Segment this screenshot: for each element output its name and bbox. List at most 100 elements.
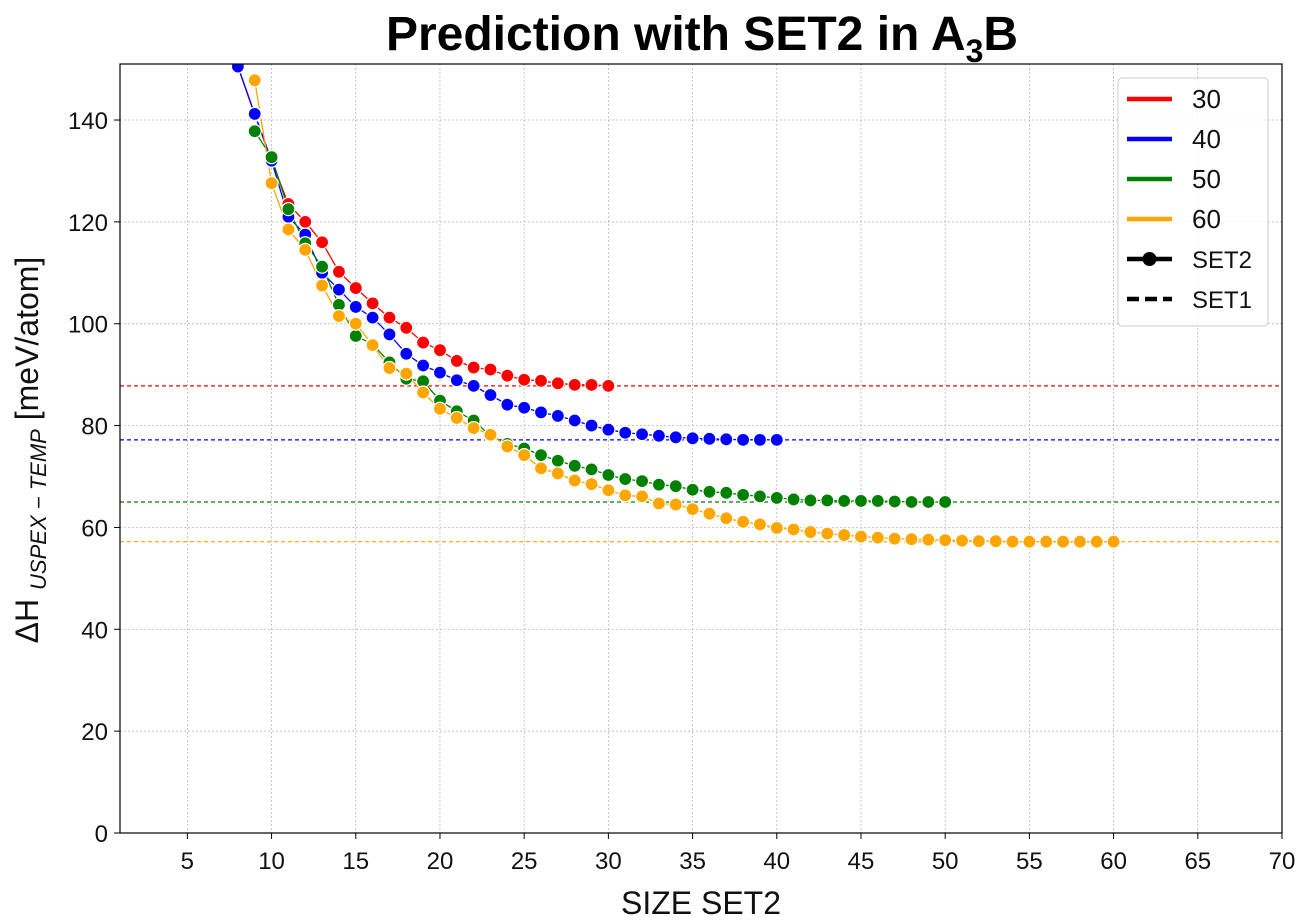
chart-title-subscript: 3: [966, 33, 984, 69]
point-40: [449, 373, 464, 388]
point-30: [500, 368, 515, 383]
point-40: [584, 418, 599, 433]
point-60: [416, 385, 431, 400]
point-60: [314, 278, 330, 293]
y-axis-label: ΔH USPEX − TEMP [meV/atom]: [9, 257, 51, 644]
point-60: [668, 497, 683, 512]
point-60: [634, 489, 650, 504]
point-40: [752, 432, 768, 447]
point-60: [348, 316, 363, 331]
point-60: [651, 496, 666, 511]
x-tick-label: 60: [1100, 848, 1127, 875]
point-60: [736, 514, 751, 529]
point-60: [298, 242, 313, 257]
point-30: [416, 335, 431, 350]
legend: 30 40 50 60 SET2 SET1: [1117, 77, 1269, 327]
point-40: [466, 378, 481, 393]
point-50: [752, 489, 768, 504]
x-tick-label: 50: [932, 848, 959, 875]
plot-frame: [119, 63, 1283, 834]
point-60: [466, 421, 481, 436]
point-40: [550, 408, 565, 424]
point-30: [365, 296, 380, 311]
point-60: [1022, 534, 1037, 549]
y-tick-label: 40: [81, 617, 108, 644]
point-60: [281, 222, 296, 237]
point-60: [837, 527, 852, 543]
point-50: [618, 471, 633, 487]
point-40: [517, 400, 532, 415]
point-60: [365, 338, 380, 353]
legend-label: SET1: [1192, 287, 1252, 314]
point-60: [803, 524, 818, 540]
x-tick-label: 40: [763, 848, 790, 875]
legend-label: 50: [1192, 164, 1221, 194]
y-tick-label: 20: [81, 719, 108, 746]
set1-reference-lines: [120, 385, 1282, 543]
grid-lines: [120, 64, 1283, 834]
x-tick-label: 15: [342, 848, 369, 875]
point-40: [416, 358, 431, 373]
y-axis-ticks: 0 20 40 60 80 100 120 140: [68, 108, 120, 848]
point-40: [432, 365, 448, 380]
point-60: [533, 461, 549, 476]
point-40: [702, 431, 717, 446]
point-60: [382, 360, 397, 376]
point-50: [853, 493, 869, 509]
point-50: [702, 484, 717, 499]
point-60: [685, 502, 700, 517]
point-60: [887, 531, 902, 546]
point-60: [247, 73, 262, 88]
point-30: [567, 377, 582, 392]
point-60: [1089, 534, 1104, 549]
point-60: [584, 477, 599, 492]
point-50: [584, 462, 599, 477]
x-tick-label: 65: [1184, 848, 1211, 875]
legend-label: 60: [1192, 204, 1221, 234]
point-60: [517, 448, 532, 463]
point-50: [668, 479, 683, 494]
point-40: [618, 425, 633, 440]
x-tick-label: 10: [258, 848, 285, 875]
point-60: [988, 534, 1003, 549]
point-60: [820, 526, 835, 541]
point-30: [550, 376, 565, 391]
x-tick-label: 25: [511, 848, 538, 875]
point-60: [331, 308, 347, 324]
point-60: [483, 427, 498, 442]
point-60: [752, 517, 768, 532]
point-60: [938, 533, 953, 548]
point-40: [483, 387, 498, 403]
point-50: [887, 494, 902, 509]
x-axis-ticks: 5 10 15 20 25 30 35 40 45 50 55 60 65 70: [181, 833, 1296, 875]
y-axis-label-main: ΔH: [9, 590, 45, 643]
point-30: [601, 378, 616, 393]
x-tick-label: 30: [595, 848, 622, 875]
point-40: [399, 346, 414, 361]
x-tick-label: 70: [1269, 848, 1296, 875]
y-tick-label: 100: [68, 312, 108, 339]
x-tick-label: 5: [181, 848, 194, 875]
legend-item-60: 60: [1127, 204, 1221, 234]
legend-item-40: 40: [1127, 124, 1221, 154]
point-50: [264, 150, 279, 165]
series-line-60: [254, 80, 1114, 543]
point-50: [314, 259, 330, 274]
point-40: [769, 432, 784, 447]
point-60: [432, 401, 448, 416]
point-50: [651, 477, 666, 492]
point-60: [399, 366, 414, 381]
chart-title-tail: B: [983, 8, 1018, 61]
point-50: [837, 493, 852, 509]
y-tick-label: 60: [81, 515, 108, 542]
legend-item-set1: SET1: [1127, 287, 1252, 314]
point-30: [348, 280, 363, 296]
point-50: [550, 453, 565, 468]
point-30: [399, 320, 414, 335]
point-50: [719, 485, 734, 500]
point-50: [736, 487, 751, 502]
point-60: [550, 466, 565, 481]
point-60: [1039, 534, 1054, 549]
point-60: [702, 506, 717, 521]
